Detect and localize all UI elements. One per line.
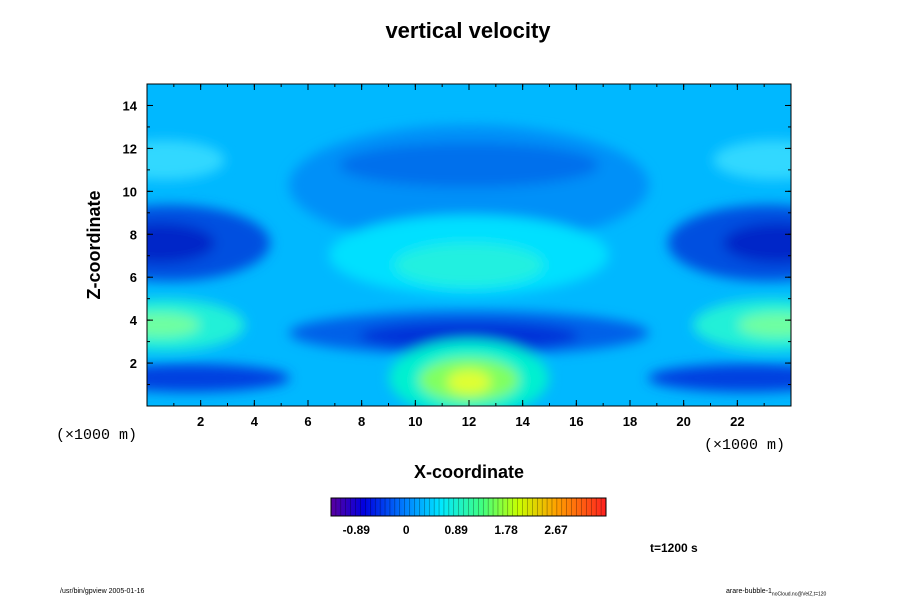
colorbar: -0.89 0 0.89 1.78 2.67 <box>330 497 607 537</box>
x-tick-label: 18 <box>623 414 637 429</box>
field-blob-right-dark-core <box>723 223 791 263</box>
colorbar-frame <box>330 497 607 517</box>
field-blob-left-bottom <box>147 364 290 392</box>
y-axis: 2 4 6 8 10 12 14 <box>123 98 791 386</box>
time-label: t=1200 s <box>650 541 698 555</box>
colorbar-tick-label: -0.89 <box>343 523 371 537</box>
z-unit-label: (×1000 m) <box>704 437 785 454</box>
x-tick-label: 12 <box>462 414 476 429</box>
x-tick-label: 20 <box>676 414 690 429</box>
field-blob-left-dark-core <box>147 223 215 263</box>
x-tick-label: 16 <box>569 414 583 429</box>
field-blob-upper-center-core <box>339 143 599 187</box>
y-tick-label: 10 <box>123 184 137 199</box>
x-unit-label: (×1000 m) <box>56 427 137 444</box>
chart-title: vertical velocity <box>385 18 551 43</box>
field-blob-right-bottom <box>648 364 791 392</box>
footer-command: /usr/bin/gpview 2005-01-16 <box>60 588 145 595</box>
x-tick-label: 14 <box>515 414 530 429</box>
x-tick-label: 22 <box>730 414 744 429</box>
colorbar-stripes <box>335 498 602 516</box>
field-blob-bubble-core <box>447 370 491 394</box>
x-tick-label: 4 <box>251 414 259 429</box>
colorbar-tick-label: 1.78 <box>494 523 518 537</box>
colorbar-ticks: -0.89 0 0.89 1.78 2.67 <box>343 523 568 537</box>
field-blob-left-upper <box>147 140 225 180</box>
y-tick-label: 4 <box>130 313 138 328</box>
x-tick-label: 2 <box>197 414 204 429</box>
plot-area <box>147 84 791 406</box>
y-tick-label: 2 <box>130 356 137 371</box>
field-blob-low-center-core <box>359 322 579 350</box>
y-tick-label: 14 <box>123 98 138 113</box>
colorbar-tick-label: 0 <box>403 523 410 537</box>
footer-source-main: arare-bubble-1 <box>726 588 772 595</box>
y-axis-label: Z-coordinate <box>84 190 104 299</box>
y-tick-label: 6 <box>130 270 137 285</box>
y-tick-label: 12 <box>123 141 137 156</box>
field-blob-left-green-core <box>147 313 200 337</box>
field-blob-mid-center-core <box>394 243 544 287</box>
y-tick-label: 8 <box>130 227 137 242</box>
x-axis: 2 4 6 8 10 12 14 16 18 20 22 <box>173 84 765 429</box>
x-tick-label: 6 <box>304 414 311 429</box>
footer-source: arare-bubble-1noCloud.nc@VelZ,t=120 <box>726 588 826 597</box>
colorbar-tick-label: 2.67 <box>544 523 568 537</box>
field-blobs <box>147 125 791 406</box>
field-blob-right-green-core <box>738 313 791 337</box>
footer-source-sub: noCloud.nc@VelZ,t=120 <box>771 591 827 598</box>
x-axis-label: X-coordinate <box>414 462 524 482</box>
colorbar-tick-label: 0.89 <box>444 523 468 537</box>
field-blob-right-upper <box>713 140 791 180</box>
x-tick-label: 8 <box>358 414 365 429</box>
x-tick-label: 10 <box>408 414 422 429</box>
